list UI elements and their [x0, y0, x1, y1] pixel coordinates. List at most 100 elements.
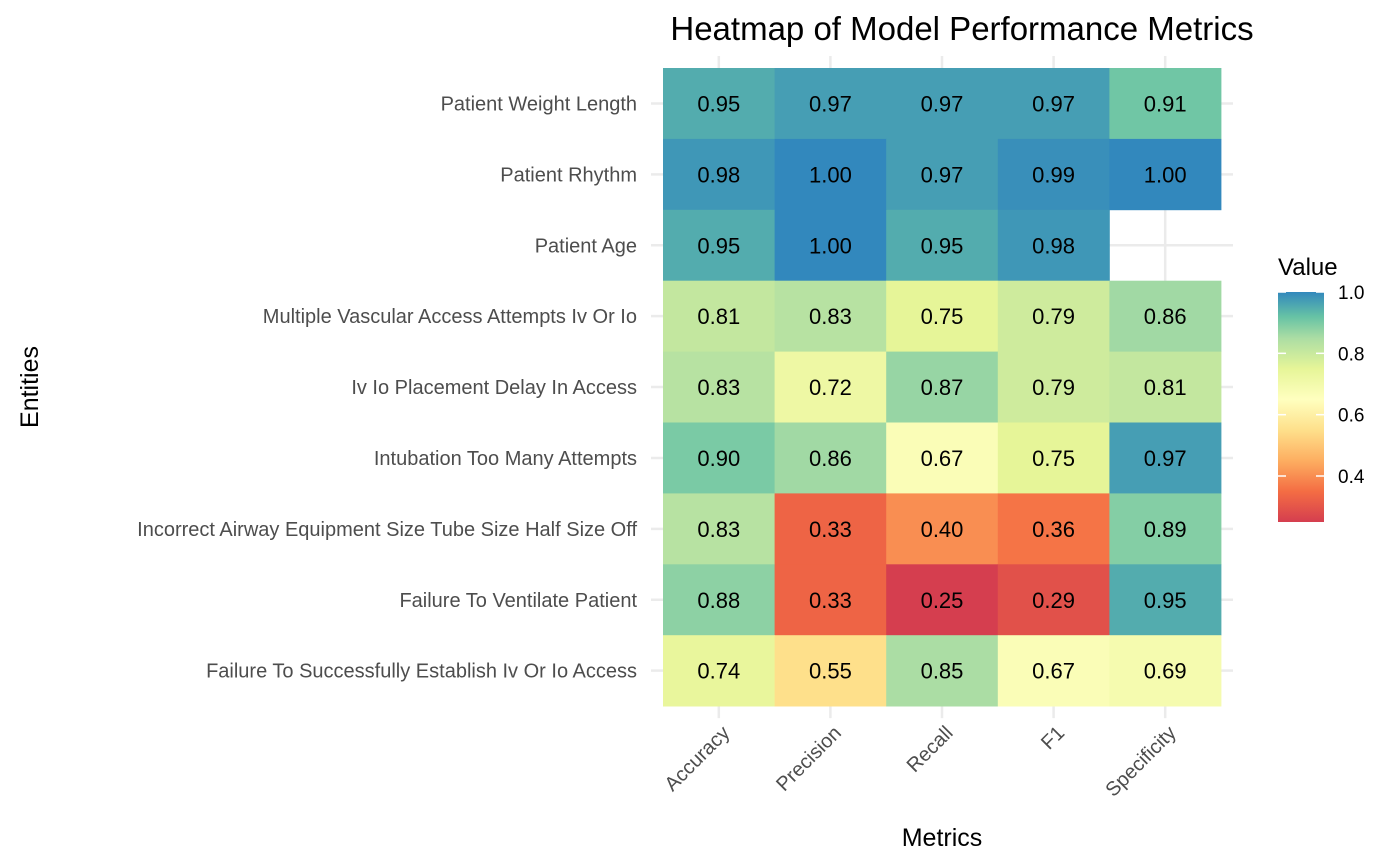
heatmap-cell: [1109, 280, 1222, 352]
x-tick-labels: Accuracy Precision Recall F1 Specificity: [661, 722, 1181, 801]
heatmap-cell: [663, 564, 775, 636]
y-tick-label: Iv Io Placement Delay In Access: [351, 377, 637, 399]
legend-tick-label: 0.6: [1338, 406, 1364, 427]
heatmap-cell: [886, 209, 999, 282]
heatmap-cell: [997, 351, 1110, 423]
x-axis-title: Metrics: [902, 824, 983, 852]
cell-value-label: 0.95: [697, 91, 740, 116]
heatmap-cell: [886, 493, 999, 565]
cell-value-label: 1.00: [809, 233, 852, 258]
x-tick-label: Accuracy: [661, 722, 735, 796]
cell-value-label: 0.55: [809, 659, 852, 684]
heatmap-cell: [1109, 351, 1222, 423]
legend-tick-label: 0.8: [1338, 344, 1364, 365]
cell-labels: 0.95 0.97 0.97 0.97 0.91 0.98 1.00 0.97 0.99 1.00…: [697, 91, 1186, 683]
heatmap-cell: [886, 635, 999, 707]
cell-value-label: 0.91: [1144, 91, 1187, 116]
cell-value-label: 0.69: [1144, 659, 1187, 684]
legend-colorbar: [1278, 292, 1324, 522]
x-tick-label: Precision: [772, 722, 846, 796]
cell-value-label: 0.81: [697, 304, 740, 329]
heatmap-cell: [663, 493, 775, 565]
cell-value-label: 0.97: [1032, 91, 1075, 116]
cell-value-label: 0.86: [809, 446, 852, 471]
legend-ticks: 0.4 0.6 0.8 1.0: [1278, 283, 1365, 488]
cell-value-label: 0.29: [1032, 588, 1075, 613]
cell-value-label: 0.97: [921, 91, 964, 116]
legend-title: Value: [1278, 254, 1338, 281]
heatmap-cell: [774, 564, 887, 636]
cell-value-label: 0.79: [1032, 375, 1075, 400]
y-tick-label: Incorrect Airway Equipment Size Tube Siz…: [137, 519, 637, 541]
heatmap-cell: [997, 138, 1110, 211]
chart-title: Heatmap of Model Performance Metrics: [670, 10, 1253, 47]
cell-value-label: 0.25: [921, 588, 964, 613]
cell-value-label: 0.97: [809, 91, 852, 116]
heatmap-cell: [997, 493, 1110, 565]
heatmap-cell: [663, 209, 775, 282]
cell-value-label: 1.00: [809, 162, 852, 187]
heatmap-cell: [886, 351, 999, 423]
heatmap-cell: [663, 351, 775, 423]
heatmap-cell: [1109, 493, 1222, 565]
cell-value-label: 0.95: [697, 233, 740, 258]
cell-value-label: 0.97: [1144, 446, 1187, 471]
heatmap-cells: [663, 68, 1222, 707]
cell-value-label: 0.89: [1144, 517, 1187, 542]
heatmap-cell: [774, 351, 887, 423]
x-tick-label: F1: [1037, 722, 1069, 754]
heatmap-cell: [774, 209, 887, 282]
y-tick-label: Multiple Vascular Access Attempts Iv Or …: [263, 306, 637, 328]
heatmap-cell: [1109, 68, 1222, 140]
heatmap-cell: [774, 422, 887, 494]
heatmap-cell: [663, 68, 775, 140]
y-tick-labels: Patient Weight Length Patient Rhythm Patie…: [137, 93, 637, 682]
x-tick-label: Recall: [903, 722, 958, 777]
heatmap-cell: [886, 280, 999, 352]
heatmap-cell: [997, 280, 1110, 352]
cell-value-label: 0.83: [697, 517, 740, 542]
heatmap-cell: [1109, 564, 1222, 636]
y-tick-label: Failure To Ventilate Patient: [399, 590, 637, 612]
heatmap-cell: [774, 635, 887, 707]
heatmap-cell: [997, 564, 1110, 636]
heatmap-cell: [997, 422, 1110, 494]
cell-value-label: 0.74: [697, 659, 740, 684]
heatmap-cell: [1109, 635, 1222, 707]
cell-value-label: 0.83: [697, 375, 740, 400]
cell-value-label: 0.87: [921, 375, 964, 400]
heatmap-cell: [774, 493, 887, 565]
cell-value-label: 0.40: [921, 517, 964, 542]
cell-value-label: 0.98: [1032, 233, 1075, 258]
cell-value-label: 0.95: [921, 233, 964, 258]
heatmap-cell: [663, 280, 775, 352]
heatmap-cell: [774, 138, 887, 211]
heatmap-cell: [663, 422, 775, 494]
cell-value-label: 0.98: [697, 162, 740, 187]
heatmap-cell: [886, 138, 999, 211]
cell-value-label: 0.95: [1144, 588, 1187, 613]
heatmap-cell: [997, 209, 1110, 282]
heatmap-cell: [997, 635, 1110, 707]
cell-value-label: 0.81: [1144, 375, 1187, 400]
x-tick-label: Specificity: [1102, 722, 1181, 801]
cell-value-label: 0.33: [809, 517, 852, 542]
cell-value-label: 0.97: [921, 162, 964, 187]
y-tick-label: Patient Weight Length: [441, 93, 637, 115]
heatmap-cell: [886, 422, 999, 494]
cell-value-label: 0.75: [1032, 446, 1075, 471]
cell-value-label: 0.36: [1032, 517, 1075, 542]
heatmap-cell: [774, 68, 887, 140]
cell-value-label: 1.00: [1144, 162, 1187, 187]
cell-value-label: 0.86: [1144, 304, 1187, 329]
cell-value-label: 0.99: [1032, 162, 1075, 187]
cell-value-label: 0.72: [809, 375, 852, 400]
cell-value-label: 0.67: [1032, 659, 1075, 684]
heatmap-cell: [663, 635, 775, 707]
heatmap-cell: [1109, 138, 1222, 211]
heatmap-cell: [886, 68, 999, 140]
heatmap-cell: [997, 68, 1110, 140]
cell-value-label: 0.90: [697, 446, 740, 471]
color-legend: Value 0.4 0.6 0.8 1.0: [1278, 254, 1365, 522]
